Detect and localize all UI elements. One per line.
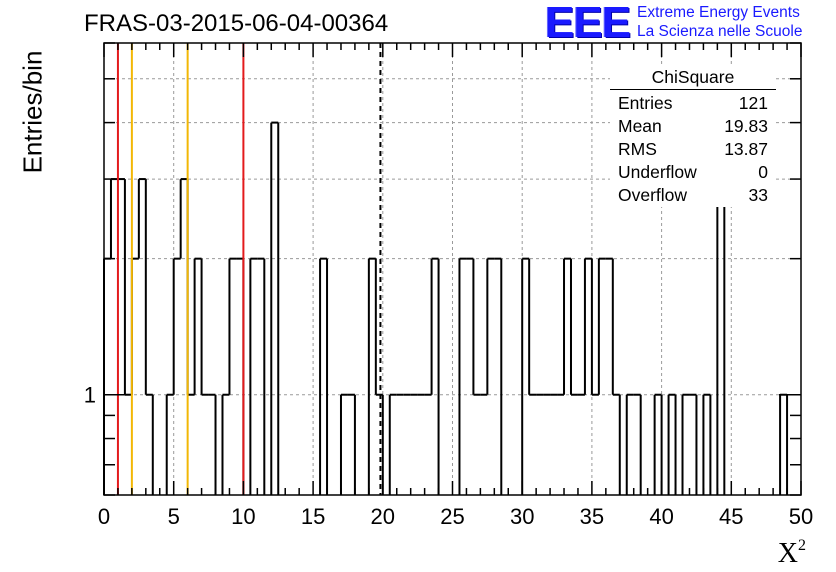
x-tick-label: 25 [440,504,464,529]
stats-row: Entries 121 [610,92,776,115]
eee-logo: EEE [545,0,631,47]
x-tick-label: 45 [719,504,743,529]
stats-value: 19.83 [724,116,768,136]
stats-value: 121 [738,93,768,113]
logo-line-2: La Scienza nelle Scuole [637,23,803,40]
stats-row: RMS 13.87 [610,138,776,161]
x-axis-label-superscript: 2 [798,537,806,554]
x-tick-label: 35 [580,504,604,529]
x-tick-label: 40 [649,504,673,529]
x-tick-label: 15 [301,504,325,529]
x-tick-label: 10 [231,504,255,529]
x-tick-label: 30 [510,504,534,529]
x-tick-label: 5 [168,504,180,529]
x-axis-label-base: X [777,538,798,569]
stats-label: Overflow [618,185,688,205]
x-axis-label: X2 [778,537,806,570]
logo-line-1: Extreme Energy Events [637,4,800,21]
stats-value: 13.87 [724,139,768,159]
x-tick-label: 20 [371,504,395,529]
stats-label: RMS [618,139,657,159]
eee-logo-text: Extreme Energy Events La Scienza nelle S… [637,3,802,41]
stats-row: Overflow 33 [610,184,776,207]
stats-value: 33 [748,185,768,205]
x-tick-label: 50 [789,504,813,529]
y-tick-label: 1 [84,383,96,408]
chart-title: FRAS-03-2015-06-04-00364 [84,10,389,37]
stats-label: Underflow [618,162,697,182]
stats-value: 0 [758,162,768,182]
stats-row: Mean 19.83 [610,115,776,138]
x-tick-label: 0 [98,504,110,529]
stats-label: Mean [618,116,662,136]
stats-row: Underflow 0 [610,161,776,184]
stats-box: ChiSquare Entries 121 Mean 19.83 RMS 13.87 … [610,66,776,207]
stats-label: Entries [618,93,673,113]
stats-title: ChiSquare [610,66,776,90]
